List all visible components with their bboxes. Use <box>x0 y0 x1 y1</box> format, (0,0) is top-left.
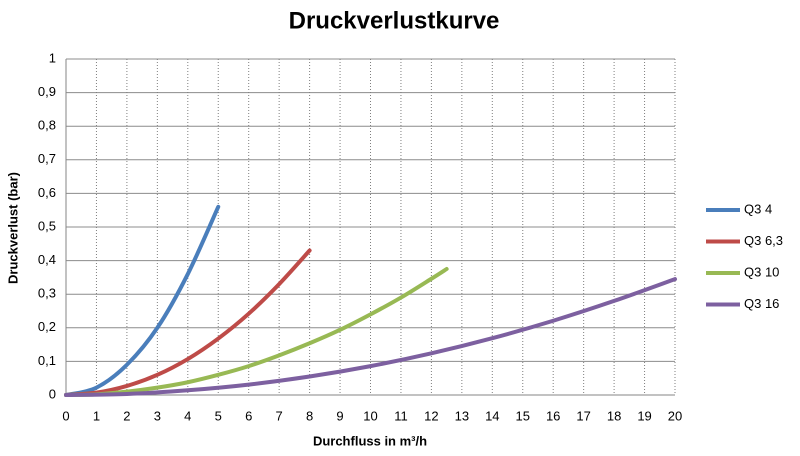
line-series <box>64 204 221 397</box>
x-tick-label: 4 <box>184 408 191 423</box>
y-tick-label: 0,8 <box>38 118 56 133</box>
legend-label: Q3 6,3 <box>744 233 783 248</box>
y-tick-label: 0,1 <box>38 353 56 368</box>
x-tick-label: 6 <box>245 408 252 423</box>
x-tick-label: 13 <box>455 408 469 423</box>
y-tick-label: 0,9 <box>38 84 56 99</box>
x-tick-label: 19 <box>637 408 651 423</box>
chart-title: Druckverlustkurve <box>289 7 500 34</box>
line-series <box>64 248 312 397</box>
y-tick-label: 0,5 <box>38 218 56 233</box>
x-tick-label: 20 <box>668 408 682 423</box>
x-tick-label: 12 <box>424 408 438 423</box>
x-tick-label: 17 <box>576 408 590 423</box>
x-tick-label: 5 <box>215 408 222 423</box>
x-tick-label: 1 <box>93 408 100 423</box>
legend-label: Q3 16 <box>744 296 779 311</box>
y-tick-label: 0,6 <box>38 185 56 200</box>
x-tick-label: 15 <box>516 408 530 423</box>
x-tick-label: 2 <box>123 408 130 423</box>
y-tick-label: 1 <box>49 50 56 65</box>
y-tick-label: 0 <box>49 386 56 401</box>
x-tick-label: 0 <box>62 408 69 423</box>
x-tick-label: 10 <box>363 408 377 423</box>
y-tick-label: 0,3 <box>38 286 56 301</box>
x-tick-label: 8 <box>306 408 313 423</box>
legend-label: Q3 10 <box>744 264 779 279</box>
x-tick-label: 9 <box>336 408 343 423</box>
x-tick-label: 7 <box>276 408 283 423</box>
line-series <box>64 267 449 397</box>
legend-label: Q3 4 <box>744 201 772 216</box>
x-axis-title: Durchfluss in m³/h <box>313 433 427 448</box>
x-tick-label: 3 <box>154 408 161 423</box>
y-tick-label: 0,2 <box>38 319 56 334</box>
line-series <box>64 277 677 397</box>
y-tick-label: 0,7 <box>38 151 56 166</box>
x-tick-label: 16 <box>546 408 560 423</box>
x-tick-label: 14 <box>485 408 499 423</box>
y-tick-label: 0,4 <box>38 252 56 267</box>
x-tick-label: 18 <box>607 408 621 423</box>
y-axis-title: Druckverlust (bar) <box>5 172 20 284</box>
x-tick-label: 11 <box>394 408 408 423</box>
